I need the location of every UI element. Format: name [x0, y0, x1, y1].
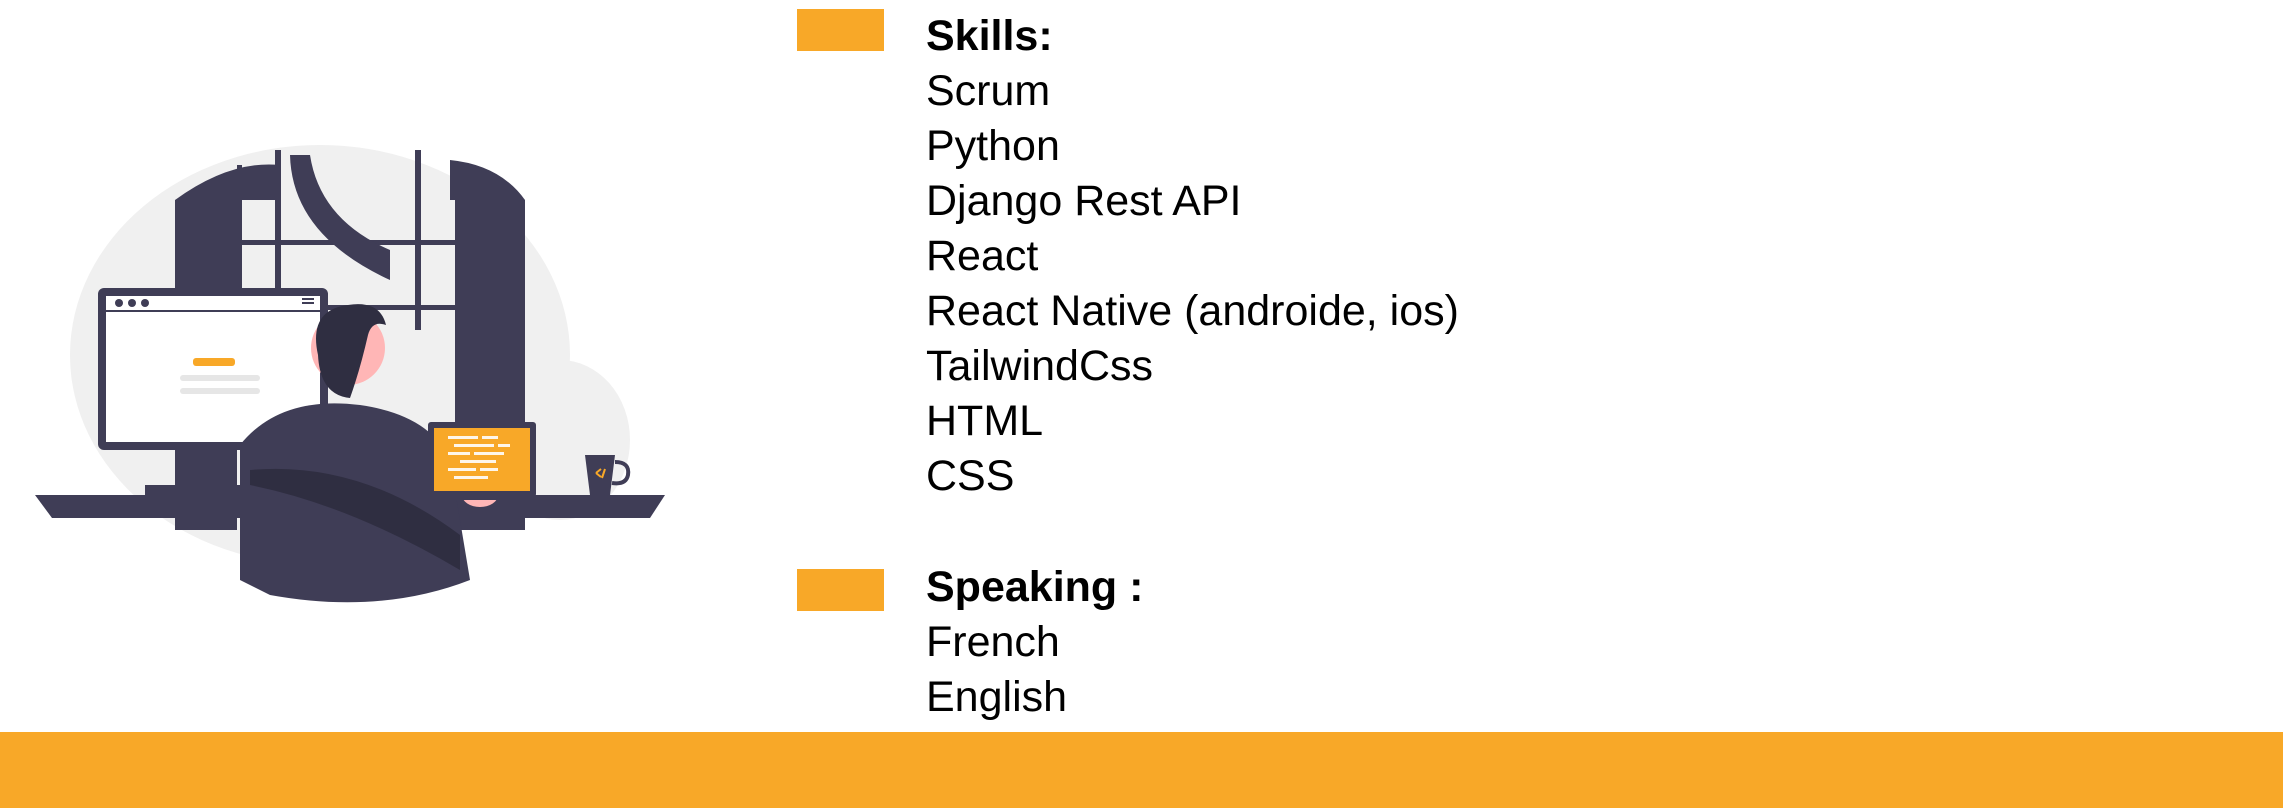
developer-illustration [30, 140, 670, 620]
speaking-accent-bar [797, 569, 884, 611]
skills-item-django: Django Rest API [926, 177, 1242, 225]
speaking-item-english: English [926, 673, 1068, 721]
skills-item-html: HTML [926, 397, 1044, 445]
speaking-item-french: French [926, 618, 1060, 666]
skills-item-react: React [926, 232, 1039, 280]
speaking-heading: Speaking : [926, 563, 1144, 611]
skills-item-python: Python [926, 122, 1060, 170]
skills-item-scrum: Scrum [926, 67, 1051, 115]
skills-item-tailwind: TailwindCss [926, 342, 1154, 390]
skills-item-react-native: React Native (androide, ios) [926, 287, 1459, 335]
footer-accent-bar [0, 732, 2283, 808]
speaking-section: Speaking : French English [926, 560, 1143, 725]
skills-accent-bar [797, 9, 884, 51]
skills-item-css: CSS [926, 452, 1015, 500]
skills-heading: Skills: [926, 12, 1053, 60]
developer-at-desk-illustration-icon [35, 145, 665, 603]
skills-section: Skills: Scrum Python Django Rest API Rea… [926, 9, 1459, 504]
